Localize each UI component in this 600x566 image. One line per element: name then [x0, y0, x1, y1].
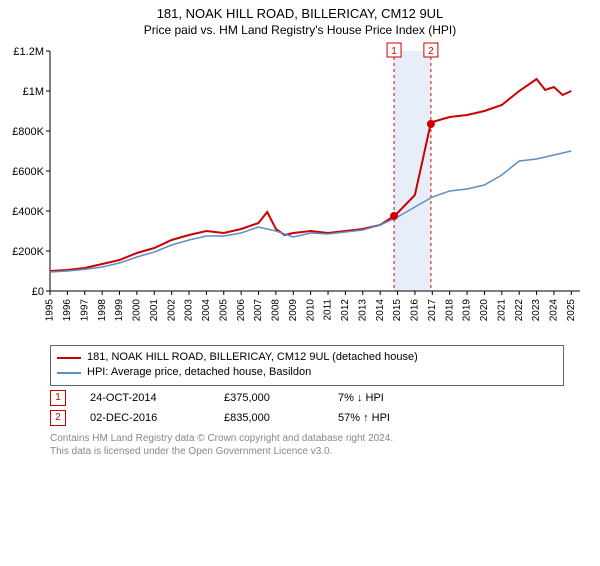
- footer-line2: This data is licensed under the Open Gov…: [50, 445, 564, 458]
- x-tick-label: 2006: [236, 299, 247, 322]
- x-tick-label: 2003: [184, 299, 195, 322]
- x-tick-label: 2019: [462, 299, 473, 322]
- sale-marker-number: 1: [391, 46, 397, 57]
- sale-date: 24-OCT-2014: [90, 392, 200, 404]
- legend-swatch: [57, 372, 81, 374]
- x-tick-label: 2005: [218, 299, 229, 322]
- x-tick-label: 2015: [392, 299, 403, 322]
- legend-swatch: [57, 357, 81, 359]
- y-tick-label: £200K: [12, 246, 44, 258]
- sale-price: £375,000: [224, 392, 314, 404]
- y-tick-label: £400K: [12, 206, 44, 218]
- sale-dot: [390, 212, 398, 220]
- legend-label: HPI: Average price, detached house, Basi…: [87, 365, 311, 380]
- x-tick-label: 1996: [62, 299, 73, 322]
- chart-subtitle: Price paid vs. HM Land Registry's House …: [0, 23, 600, 37]
- x-tick-label: 2014: [375, 299, 386, 322]
- x-tick-label: 2001: [149, 299, 160, 322]
- x-tick-label: 2024: [549, 299, 560, 322]
- x-tick-label: 2017: [427, 299, 438, 322]
- sale-row: 2 02-DEC-2016 £835,000 57% ↑ HPI: [50, 410, 564, 426]
- x-tick-label: 2025: [566, 299, 577, 322]
- x-tick-label: 1998: [97, 299, 108, 322]
- x-tick-label: 2023: [531, 299, 542, 322]
- legend: 181, NOAK HILL ROAD, BILLERICAY, CM12 9U…: [50, 345, 564, 386]
- x-tick-label: 2009: [288, 299, 299, 322]
- legend-label: 181, NOAK HILL ROAD, BILLERICAY, CM12 9U…: [87, 350, 418, 365]
- y-tick-label: £1M: [23, 86, 44, 98]
- x-tick-label: 2008: [271, 299, 282, 322]
- sale-row-marker: 1: [50, 390, 66, 406]
- x-tick-label: 2011: [323, 299, 334, 321]
- line-chart-svg: £0 £200K £400K £600K £800K £1M £1.2M 1995 1996 19…: [0, 41, 600, 341]
- sale-band: [394, 51, 431, 291]
- legend-item: HPI: Average price, detached house, Basi…: [57, 365, 557, 380]
- x-tick-label: 2004: [201, 299, 212, 322]
- sales-table: 1 24-OCT-2014 £375,000 7% ↓ HPI 2 02-DEC-2016…: [50, 390, 564, 426]
- x-tick-label: 2010: [305, 299, 316, 322]
- x-tick-label: 1999: [114, 299, 125, 322]
- sale-date: 02-DEC-2016: [90, 412, 200, 424]
- sale-row: 1 24-OCT-2014 £375,000 7% ↓ HPI: [50, 390, 564, 406]
- x-tick-label: 2000: [132, 299, 143, 322]
- x-tick-label: 2002: [166, 299, 177, 322]
- series-hpi: [50, 151, 571, 272]
- sale-delta: 57% ↑ HPI: [338, 412, 390, 424]
- y-tick-label: £800K: [12, 126, 44, 138]
- x-tick-label: 2012: [340, 299, 351, 322]
- sale-marker-number: 2: [428, 46, 434, 57]
- x-tick-label: 2020: [479, 299, 490, 322]
- y-tick-label: £0: [32, 286, 44, 298]
- y-tick-label: £1.2M: [13, 46, 44, 58]
- y-tick-label: £600K: [12, 166, 44, 178]
- x-tick-label: 2018: [444, 299, 455, 322]
- x-tick-label: 2007: [253, 299, 264, 322]
- chart-area: £0 £200K £400K £600K £800K £1M £1.2M 1995 1996 19…: [0, 41, 600, 341]
- x-tick-label: 2016: [410, 299, 421, 322]
- sale-price: £835,000: [224, 412, 314, 424]
- footer-line1: Contains HM Land Registry data © Crown c…: [50, 432, 564, 445]
- x-tick-label: 1997: [79, 299, 90, 322]
- x-tick-label: 1995: [45, 299, 56, 322]
- sale-row-marker: 2: [50, 410, 66, 426]
- series-property: [50, 79, 571, 271]
- x-tick-label: 2013: [357, 299, 368, 322]
- chart-title: 181, NOAK HILL ROAD, BILLERICAY, CM12 9U…: [0, 6, 600, 21]
- footer-attribution: Contains HM Land Registry data © Crown c…: [50, 432, 564, 458]
- sale-delta: 7% ↓ HPI: [338, 392, 384, 404]
- legend-item: 181, NOAK HILL ROAD, BILLERICAY, CM12 9U…: [57, 350, 557, 365]
- sale-dot: [427, 120, 435, 128]
- x-tick-label: 2021: [496, 299, 507, 322]
- x-tick-label: 2022: [514, 299, 525, 322]
